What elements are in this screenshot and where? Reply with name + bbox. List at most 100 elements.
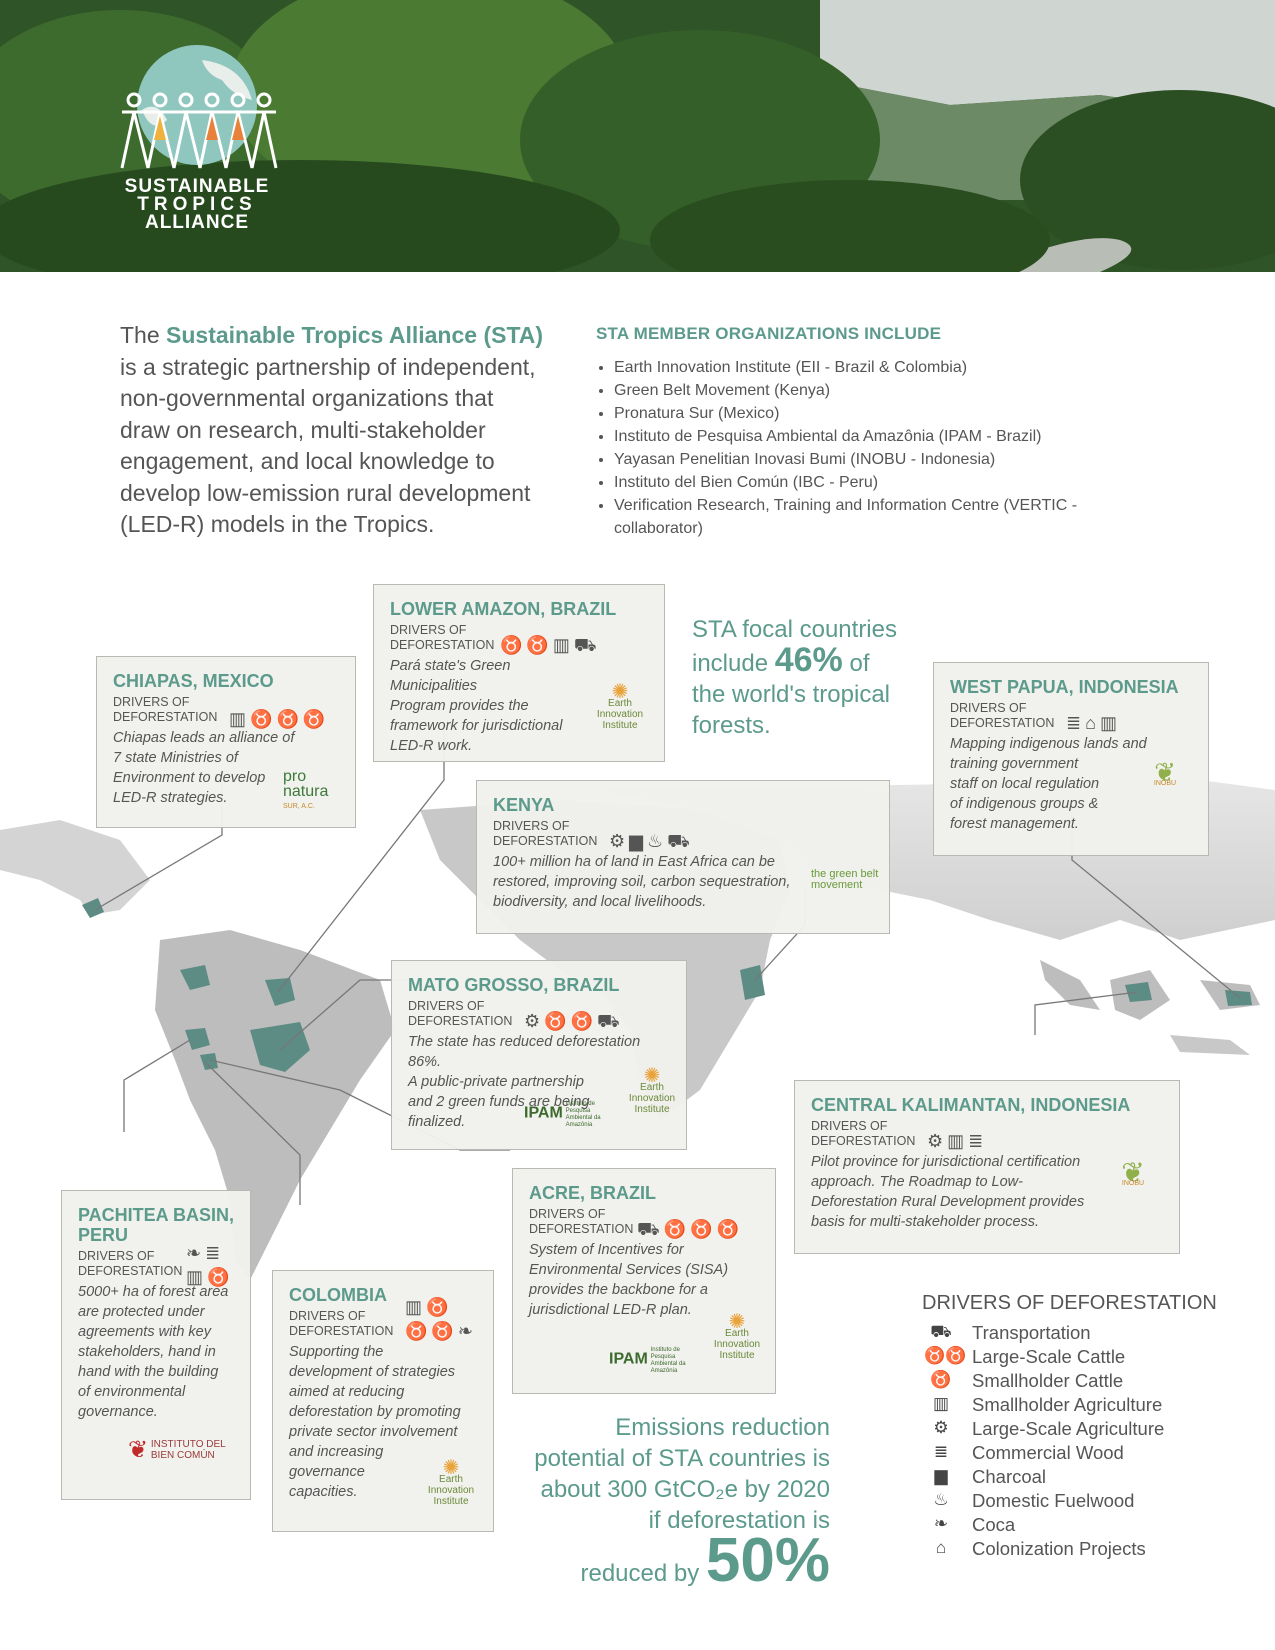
farm-icon: ▥	[405, 1297, 427, 1317]
legend-item: ❧ Coca	[922, 1514, 1222, 1538]
region-description: Pará state's Green Municipalities Program…	[390, 658, 563, 754]
logs-icon: ≣	[933, 1442, 949, 1461]
charcoal-icon: ▆	[629, 831, 647, 851]
region-lower-amazon: LOWER AMAZON, BRAZIL DRIVERS OF DEFORESTA…	[373, 584, 665, 762]
legend-item: ▥ Smallholder Agriculture	[922, 1394, 1222, 1418]
region-title: KENYA	[493, 795, 555, 815]
farm-icon: ▥	[932, 1394, 950, 1413]
logs-icon: ≣	[205, 1243, 225, 1263]
stat-big-number: 50%	[705, 1526, 830, 1595]
driver-icons: ⛟♉♉♉	[637, 1219, 743, 1243]
intro-line: (LED-R) models in the Tropics.	[120, 511, 435, 537]
tractor-icon: ⚙	[524, 1011, 545, 1031]
truck-icon: ⛟	[637, 1219, 664, 1239]
earth-innovation-logo: ✺ Earth Innovation Institute	[596, 681, 644, 731]
region-title: CHIAPAS, MEXICO	[113, 671, 274, 691]
region-description: Pilot province for jurisdictional certif…	[811, 1154, 1085, 1230]
legend-item: ⚙ Large-Scale Agriculture	[922, 1418, 1222, 1442]
legend-item: ⌂ Colonization Projects	[922, 1538, 1222, 1562]
region-title: CENTRAL KALIMANTAN, INDONESIA	[811, 1095, 1131, 1115]
house-icon: ⌂	[1085, 713, 1100, 733]
driver-icons: ♉♉▥⛟	[500, 635, 601, 659]
member-item: Instituto del Bien Común (IBC - Peru)	[614, 471, 1134, 494]
fire-icon: ♨	[646, 831, 668, 851]
truck-icon: ⛟	[596, 1011, 624, 1031]
charcoal-icon: ▆	[934, 1466, 948, 1485]
intro-line: is a strategic partnership of independen…	[120, 353, 536, 380]
driver-icons: ⚙▥≣	[927, 1131, 987, 1152]
drivers-label: DRIVERS OF DEFORESTATION	[289, 1309, 394, 1338]
region-acre: ACRE, BRAZIL DRIVERS OF DEFORESTATION ⛟♉♉…	[512, 1168, 776, 1394]
intro-line: engagement, and local knowledge to	[120, 448, 495, 474]
member-item: Verification Research, Training and Info…	[614, 494, 1134, 540]
drivers-label: DRIVERS OF DEFORESTATION	[390, 623, 495, 652]
cattle-herd-icon: ♉♉	[924, 1346, 967, 1365]
cow-icon: ♉	[207, 1267, 234, 1287]
ipam-logo: IPAM Instituto de Pesquisa Ambiental da …	[609, 1347, 686, 1374]
drivers-label: DRIVERS OF DEFORESTATION	[811, 1119, 916, 1148]
region-description: Chiapas leads an alliance of 7 state Mini…	[113, 730, 295, 806]
intro-line: draw on research, multi-stakeholder	[120, 416, 486, 443]
legend-item: ♉♉ Large-Scale Cattle	[924, 1346, 1126, 1367]
cow-icon: ♉	[250, 709, 277, 729]
forest-share-stat: STA focal countries include 46% of the w…	[692, 616, 897, 739]
drivers-label: DRIVERS OF DEFORESTATION	[113, 695, 218, 724]
globe-people-icon	[120, 45, 278, 169]
truck-icon: ⛟	[930, 1322, 952, 1341]
region-mato-grosso: MATO GROSSO, BRAZIL DRIVERS OF DEFORESTAT…	[391, 960, 687, 1150]
region-pachitea: PACHITEA BASIN, PERU DRIVERS OF DEFORESTAT…	[61, 1190, 251, 1500]
legend-item: ♉ Smallholder Cattle	[922, 1370, 1222, 1394]
intro-prefix: The	[120, 322, 167, 348]
green-belt-logo: the green belt movement	[811, 868, 879, 891]
farm-icon: ▥	[186, 1267, 208, 1287]
truck-icon: ⛟	[573, 635, 601, 655]
farm-icon: ▥	[1099, 713, 1121, 733]
cattle-herd-icon: ♉♉	[500, 635, 553, 655]
member-item: Instituto de Pesquisa Ambiental da Amazô…	[614, 425, 1134, 448]
leaf-icon: ❧	[186, 1243, 206, 1263]
legend-item: ▆ Charcoal	[922, 1466, 1222, 1490]
cattle-herd-icon: ♉♉	[276, 709, 330, 729]
logs-icon: ≣	[968, 1131, 988, 1151]
member-item: Earth Innovation Institute (EII - Brazil…	[614, 356, 1134, 379]
farm-icon: ▥	[947, 1131, 969, 1151]
emissions-stat: Emissions reduction potential of STA cou…	[534, 1414, 830, 1595]
inobu-logo: ❦ INOBU	[1153, 757, 1177, 787]
region-description: Supporting the development of strategies a…	[289, 1344, 461, 1500]
cattle-herd-icon: ♉♉	[544, 1011, 597, 1031]
region-description: System of Incentives for Environmental Se…	[529, 1242, 729, 1318]
pronatura-logo: pro natura SUR, A.C.	[283, 768, 329, 811]
region-description: 100+ million ha of land in East Africa c…	[493, 854, 791, 910]
stat-big-number: 46%	[774, 641, 843, 679]
legend-item: ♨ Domestic Fuelwood	[922, 1490, 1222, 1514]
tractor-icon: ⚙	[933, 1418, 949, 1437]
region-kenya: KENYA DRIVERS OF DEFORESTATION ⚙▆♨⛟ 100+ …	[476, 780, 890, 934]
intro-highlight: Sustainable Tropics Alliance (STA)	[166, 322, 544, 348]
region-description: Mapping indigenous lands and training gov…	[950, 736, 1147, 832]
region-chiapas: CHIAPAS, MEXICO DRIVERS OF DEFORESTATION …	[96, 656, 356, 828]
drivers-label: DRIVERS OF DEFORESTATION	[493, 819, 598, 848]
legend-item: ⛟ Transportation	[922, 1322, 1222, 1346]
region-title: PACHITEA BASIN, PERU	[78, 1205, 235, 1245]
brand-line1: SUSTAINABLE	[124, 176, 270, 197]
region-description: The state has reduced deforestation 86%.…	[408, 1034, 641, 1130]
members-heading: STA MEMBER ORGANIZATIONS INCLUDE	[596, 324, 942, 343]
members-list: Earth Innovation Institute (EII - Brazil…	[596, 356, 1134, 540]
brand-line2: TROPICS	[137, 194, 257, 215]
region-description: 5000+ ha of forest area are protected und…	[78, 1284, 229, 1420]
earth-innovation-logo: ✺ Earth Innovation Institute	[628, 1065, 676, 1115]
member-item: Green Belt Movement (Kenya)	[614, 379, 1134, 402]
cow-icon: ♉	[426, 1297, 453, 1317]
driver-icons: ⚙▆♨⛟	[609, 831, 694, 855]
house-icon: ⌂	[935, 1538, 947, 1557]
hero-photo: SUSTAINABLE TROPICS ALLIANCE	[0, 0, 1275, 272]
region-title: WEST PAPUA, INDONESIA	[950, 677, 1179, 697]
member-item: Yayasan Penelitian Inovasi Bumi (INOBU -…	[614, 448, 1134, 471]
driver-icons: ▥♉ ♉♉❧	[405, 1295, 475, 1343]
region-title: MATO GROSSO, BRAZIL	[408, 975, 620, 995]
drivers-label: DRIVERS OF DEFORESTATION	[408, 999, 513, 1028]
driver-icons: ❧≣ ▥♉	[186, 1241, 242, 1289]
region-colombia: COLOMBIA DRIVERS OF DEFORESTATION ▥♉ ♉♉❧ …	[272, 1270, 494, 1532]
tractor-icon: ⚙	[609, 831, 630, 851]
legend-item: ≣ Commercial Wood	[922, 1442, 1222, 1466]
